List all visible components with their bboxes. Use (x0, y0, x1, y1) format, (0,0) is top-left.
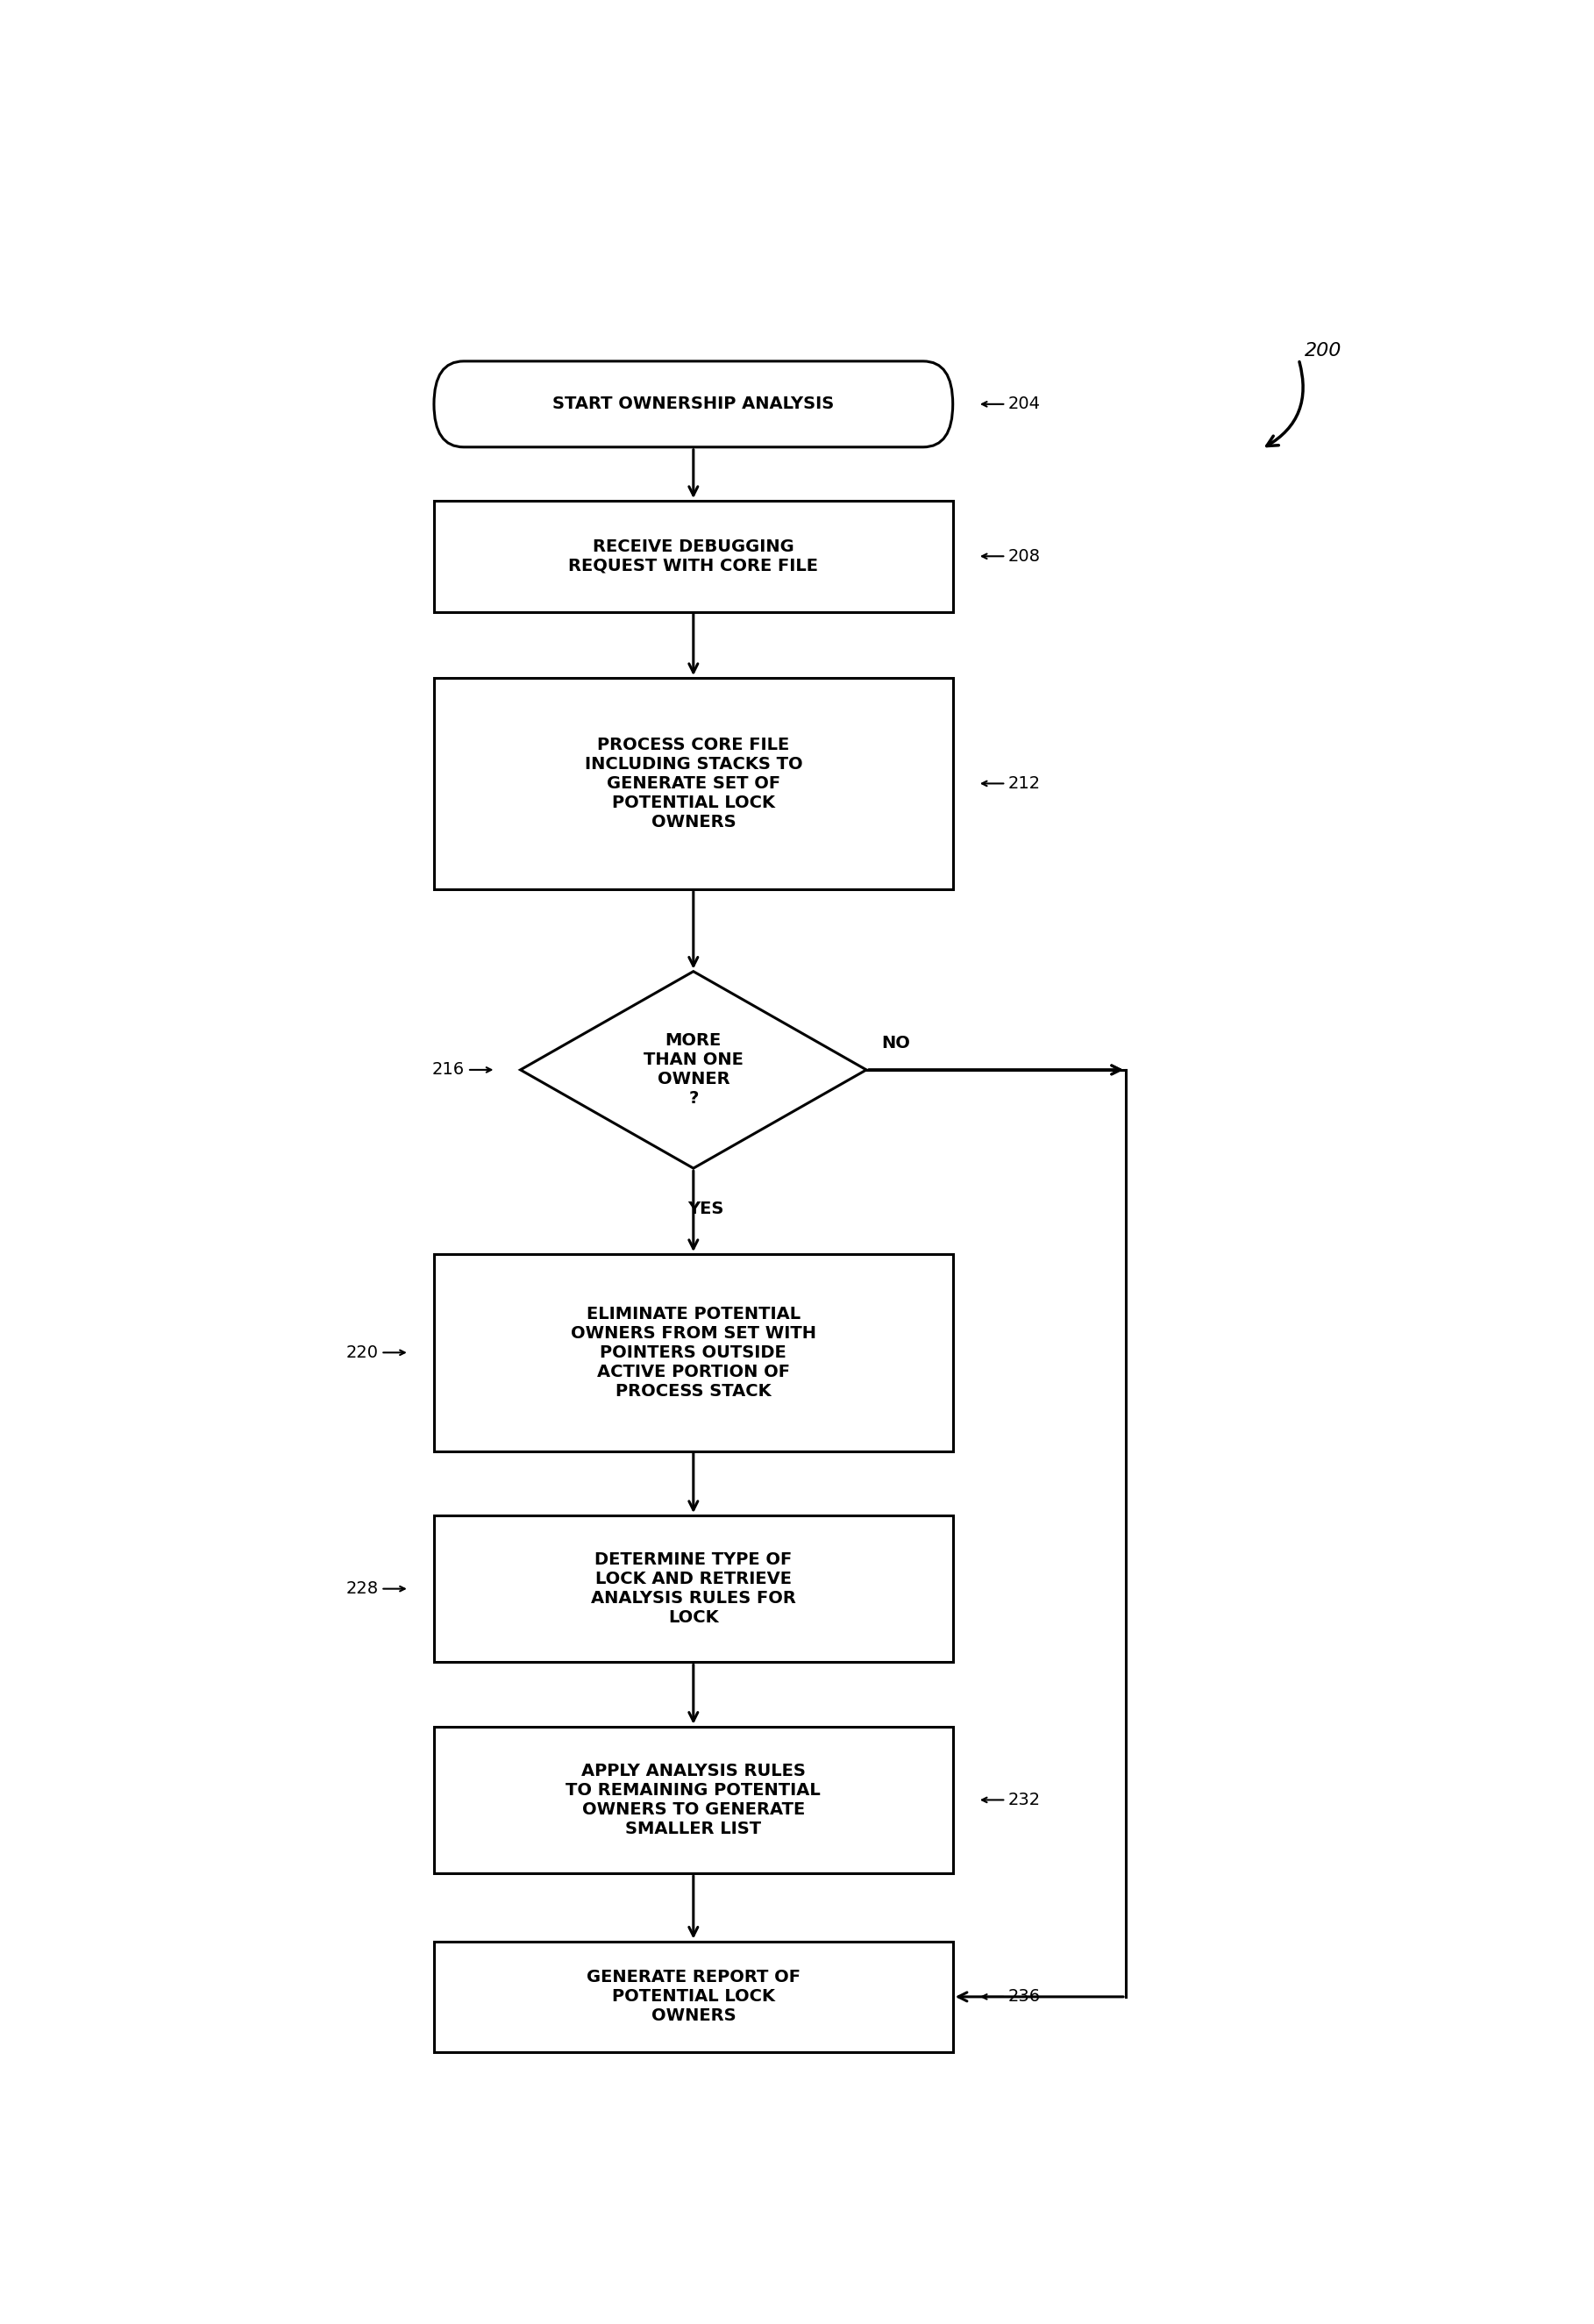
Text: 204: 204 (1009, 395, 1041, 411)
Polygon shape (520, 971, 867, 1169)
FancyBboxPatch shape (434, 360, 953, 446)
FancyBboxPatch shape (434, 1515, 953, 1662)
Text: 200: 200 (1305, 342, 1342, 360)
Text: GENERATE REPORT OF
POTENTIAL LOCK
OWNERS: GENERATE REPORT OF POTENTIAL LOCK OWNERS (587, 1968, 800, 2024)
Text: 216: 216 (432, 1062, 465, 1078)
Text: PROCESS CORE FILE
INCLUDING STACKS TO
GENERATE SET OF
POTENTIAL LOCK
OWNERS: PROCESS CORE FILE INCLUDING STACKS TO GE… (585, 737, 802, 830)
Text: 212: 212 (1009, 776, 1041, 792)
Text: 232: 232 (1009, 1792, 1041, 1808)
Text: RECEIVE DEBUGGING
REQUEST WITH CORE FILE: RECEIVE DEBUGGING REQUEST WITH CORE FILE (569, 539, 818, 574)
Text: ELIMINATE POTENTIAL
OWNERS FROM SET WITH
POINTERS OUTSIDE
ACTIVE PORTION OF
PROC: ELIMINATE POTENTIAL OWNERS FROM SET WITH… (571, 1306, 816, 1399)
FancyBboxPatch shape (434, 1727, 953, 1873)
Text: 208: 208 (1009, 548, 1041, 565)
Text: START OWNERSHIP ANALYSIS: START OWNERSHIP ANALYSIS (553, 395, 834, 411)
Text: YES: YES (687, 1202, 724, 1218)
FancyBboxPatch shape (434, 1941, 953, 2052)
Text: 220: 220 (346, 1343, 378, 1362)
Text: 228: 228 (346, 1580, 378, 1597)
Text: NO: NO (881, 1034, 910, 1053)
FancyBboxPatch shape (434, 679, 953, 890)
Text: 236: 236 (1009, 1989, 1041, 2006)
Text: APPLY ANALYSIS RULES
TO REMAINING POTENTIAL
OWNERS TO GENERATE
SMALLER LIST: APPLY ANALYSIS RULES TO REMAINING POTENT… (566, 1762, 821, 1838)
FancyBboxPatch shape (434, 500, 953, 611)
FancyBboxPatch shape (434, 1255, 953, 1450)
Text: DETERMINE TYPE OF
LOCK AND RETRIEVE
ANALYSIS RULES FOR
LOCK: DETERMINE TYPE OF LOCK AND RETRIEVE ANAL… (591, 1552, 795, 1627)
Text: MORE
THAN ONE
OWNER
?: MORE THAN ONE OWNER ? (644, 1032, 743, 1106)
